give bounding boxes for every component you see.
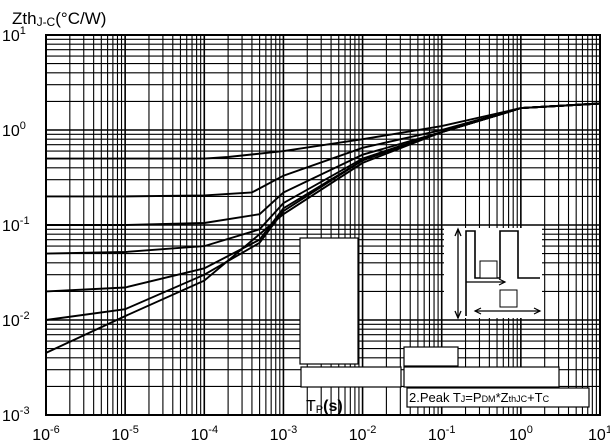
axes <box>45 34 601 416</box>
legend-box <box>299 237 359 365</box>
x-tick-labels: 10-6 10-5 10-4 10-3 10-2 10-1 100 101 <box>32 424 610 444</box>
t1-box <box>479 260 498 279</box>
y-tick-label: 10-3 <box>2 405 30 425</box>
legend <box>299 237 402 388</box>
y-tick-label: 10-2 <box>2 310 30 330</box>
notes-title-box <box>403 346 459 367</box>
x-tick-label: 10-2 <box>349 424 377 444</box>
pdm-arrowheads <box>454 227 462 320</box>
x-tick-label: 10-6 <box>32 424 60 444</box>
series-lines <box>45 102 601 354</box>
x-tick-label: 10-1 <box>428 424 456 444</box>
y-tick-labels: 10-3 10-2 10-1 100 101 <box>2 25 30 425</box>
t1-arrowhead <box>498 278 507 286</box>
x-tick-label: 101 <box>588 424 610 444</box>
x-tick-label: 10-5 <box>111 424 139 444</box>
note1-box <box>403 366 560 388</box>
t2-arrowheads <box>473 307 542 315</box>
y-axis-title: ZthJ-C(°C/W) <box>12 9 106 29</box>
y-tick-label: 10-1 <box>2 215 30 235</box>
x-axis-title: TP(s) <box>306 398 343 416</box>
series-line <box>45 102 601 354</box>
notes-box: 2.Peak TJ=PDM*ZthJC+TC <box>403 346 590 408</box>
note-peak-temperature: 2.Peak TJ=PDM*ZthJC+TC <box>409 390 550 405</box>
pulse-diagram-inset <box>444 227 542 320</box>
t2-box <box>499 289 518 308</box>
x-tick-label: 10-4 <box>190 424 218 444</box>
note2-box <box>406 387 590 408</box>
y-tick-label: 100 <box>2 120 26 140</box>
y-tick-label: 101 <box>2 25 26 45</box>
pulse-waveform <box>465 230 540 316</box>
series-line <box>46 102 601 160</box>
x-tick-label: 10-3 <box>270 424 298 444</box>
plot-frame <box>45 34 601 416</box>
x-tick-label: 100 <box>509 424 533 444</box>
legend-box-single-pulse <box>300 366 402 388</box>
